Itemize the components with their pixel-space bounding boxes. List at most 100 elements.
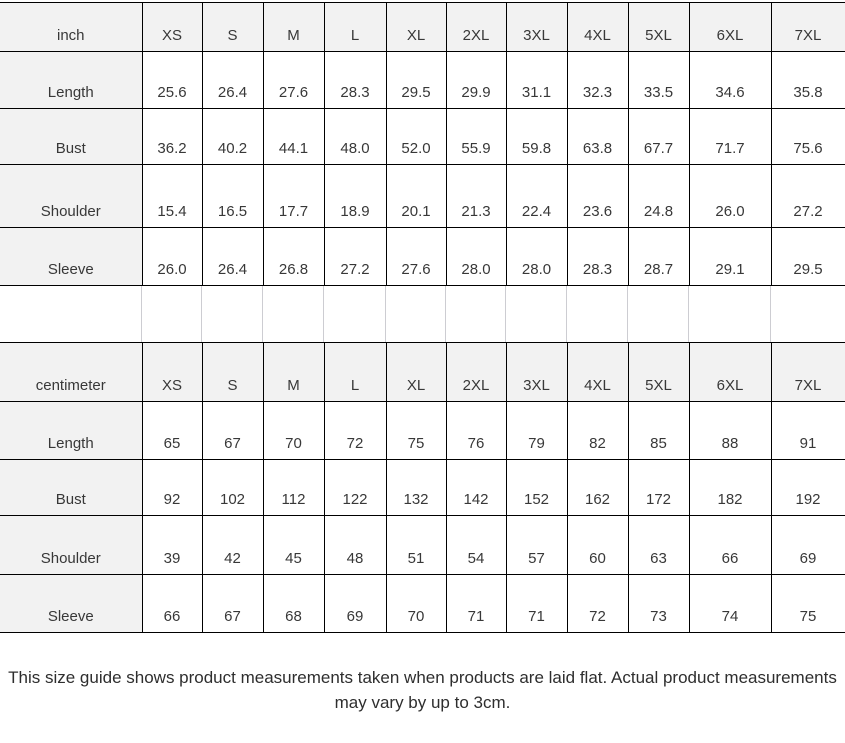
value-cell: 71	[505, 574, 568, 633]
size-header-cell: XL	[385, 2, 447, 52]
value-cell: 67	[201, 574, 264, 633]
value-cell: 28.3	[566, 227, 629, 286]
measurement-row: Length 65 67 70 72 75 76 79 82 85 88 91	[0, 401, 845, 460]
size-header-cell: S	[201, 2, 264, 52]
gridline-cell	[506, 286, 567, 342]
gridline-cell	[689, 286, 771, 342]
measurement-row: Shoulder 15.4 16.5 17.7 18.9 20.1 21.3 22.4 23.6…	[0, 164, 845, 228]
value-cell: 26.8	[262, 227, 325, 286]
value-cell: 66	[141, 574, 203, 633]
gridline-cell	[386, 286, 446, 342]
measurement-label-cell: Length	[0, 51, 143, 109]
size-header-cell: S	[201, 342, 264, 402]
size-header-row: centimeter XS S M L XL 2XL 3XL 4XL 5XL 6XL 7XL	[0, 342, 845, 402]
value-cell: 132	[385, 459, 447, 516]
value-cell: 55.9	[445, 108, 507, 165]
value-cell: 24.8	[627, 164, 690, 228]
value-cell: 29.1	[688, 227, 772, 286]
gridline-cell	[446, 286, 506, 342]
gridline-cell	[771, 286, 845, 342]
value-cell: 72	[323, 401, 387, 460]
gridline-cell	[0, 286, 142, 342]
size-header-cell: 2XL	[445, 342, 507, 402]
value-cell: 28.0	[445, 227, 507, 286]
value-cell: 42	[201, 515, 264, 575]
value-cell: 26.4	[201, 227, 264, 286]
gridline-cell	[567, 286, 628, 342]
size-header-cell: M	[262, 2, 325, 52]
value-cell: 88	[688, 401, 772, 460]
value-cell: 76	[445, 401, 507, 460]
value-cell: 39	[141, 515, 203, 575]
centimeter-size-table: centimeter XS S M L XL 2XL 3XL 4XL 5XL 6XL 7XL Lengt…	[0, 342, 845, 633]
value-cell: 69	[770, 515, 845, 575]
value-cell: 20.1	[385, 164, 447, 228]
value-cell: 68	[262, 574, 325, 633]
value-cell: 54	[445, 515, 507, 575]
value-cell: 27.6	[385, 227, 447, 286]
value-cell: 26.4	[201, 51, 264, 109]
value-cell: 28.7	[627, 227, 690, 286]
size-header-cell: XS	[141, 2, 203, 52]
value-cell: 27.2	[770, 164, 845, 228]
value-cell: 27.6	[262, 51, 325, 109]
value-cell: 22.4	[505, 164, 568, 228]
value-cell: 91	[770, 401, 845, 460]
value-cell: 152	[505, 459, 568, 516]
size-header-row: inch XS S M L XL 2XL 3XL 4XL 5XL 6XL 7XL	[0, 2, 845, 52]
value-cell: 45	[262, 515, 325, 575]
size-header-cell: 4XL	[566, 2, 629, 52]
size-header-cell: 6XL	[688, 2, 772, 52]
value-cell: 65	[141, 401, 203, 460]
value-cell: 29.9	[445, 51, 507, 109]
value-cell: 48	[323, 515, 387, 575]
size-header-cell: 2XL	[445, 2, 507, 52]
gridline-cell	[142, 286, 202, 342]
value-cell: 162	[566, 459, 629, 516]
value-cell: 26.0	[141, 227, 203, 286]
size-header-cell: XL	[385, 342, 447, 402]
value-cell: 112	[262, 459, 325, 516]
measurement-row: Length 25.6 26.4 27.6 28.3 29.5 29.9 31.1 32.3 33…	[0, 51, 845, 109]
value-cell: 182	[688, 459, 772, 516]
value-cell: 67.7	[627, 108, 690, 165]
value-cell: 63	[627, 515, 690, 575]
value-cell: 69	[323, 574, 387, 633]
value-cell: 60	[566, 515, 629, 575]
value-cell: 51	[385, 515, 447, 575]
size-header-cell: 5XL	[627, 342, 690, 402]
value-cell: 28.3	[323, 51, 387, 109]
value-cell: 18.9	[323, 164, 387, 228]
value-cell: 172	[627, 459, 690, 516]
spreadsheet-gridline-gap	[0, 286, 845, 342]
value-cell: 35.8	[770, 51, 845, 109]
value-cell: 23.6	[566, 164, 629, 228]
unit-header-cell: inch	[0, 2, 143, 52]
measurement-row: Bust 92 102 112 122 132 142 152 162 172 182 192	[0, 459, 845, 516]
value-cell: 66	[688, 515, 772, 575]
value-cell: 32.3	[566, 51, 629, 109]
inch-size-table: inch XS S M L XL 2XL 3XL 4XL 5XL 6XL 7XL Length 25.6 2…	[0, 2, 845, 286]
value-cell: 74	[688, 574, 772, 633]
measurement-row: Sleeve 26.0 26.4 26.8 27.2 27.6 28.0 28.0 28.3 28…	[0, 227, 845, 286]
size-header-cell: L	[323, 2, 387, 52]
value-cell: 72	[566, 574, 629, 633]
value-cell: 36.2	[141, 108, 203, 165]
value-cell: 75	[385, 401, 447, 460]
measurement-label-cell: Shoulder	[0, 515, 143, 575]
gridline-cell	[628, 286, 689, 342]
value-cell: 59.8	[505, 108, 568, 165]
size-header-cell: 4XL	[566, 342, 629, 402]
value-cell: 85	[627, 401, 690, 460]
value-cell: 27.2	[323, 227, 387, 286]
value-cell: 25.6	[141, 51, 203, 109]
measurement-label-cell: Shoulder	[0, 164, 143, 228]
size-header-cell: 5XL	[627, 2, 690, 52]
size-header-cell: L	[323, 342, 387, 402]
gridline-cell	[263, 286, 324, 342]
measurement-label-cell: Sleeve	[0, 574, 143, 633]
value-cell: 70	[385, 574, 447, 633]
value-cell: 26.0	[688, 164, 772, 228]
measurement-row: Sleeve 66 67 68 69 70 71 71 72 73 74 75	[0, 574, 845, 633]
value-cell: 21.3	[445, 164, 507, 228]
